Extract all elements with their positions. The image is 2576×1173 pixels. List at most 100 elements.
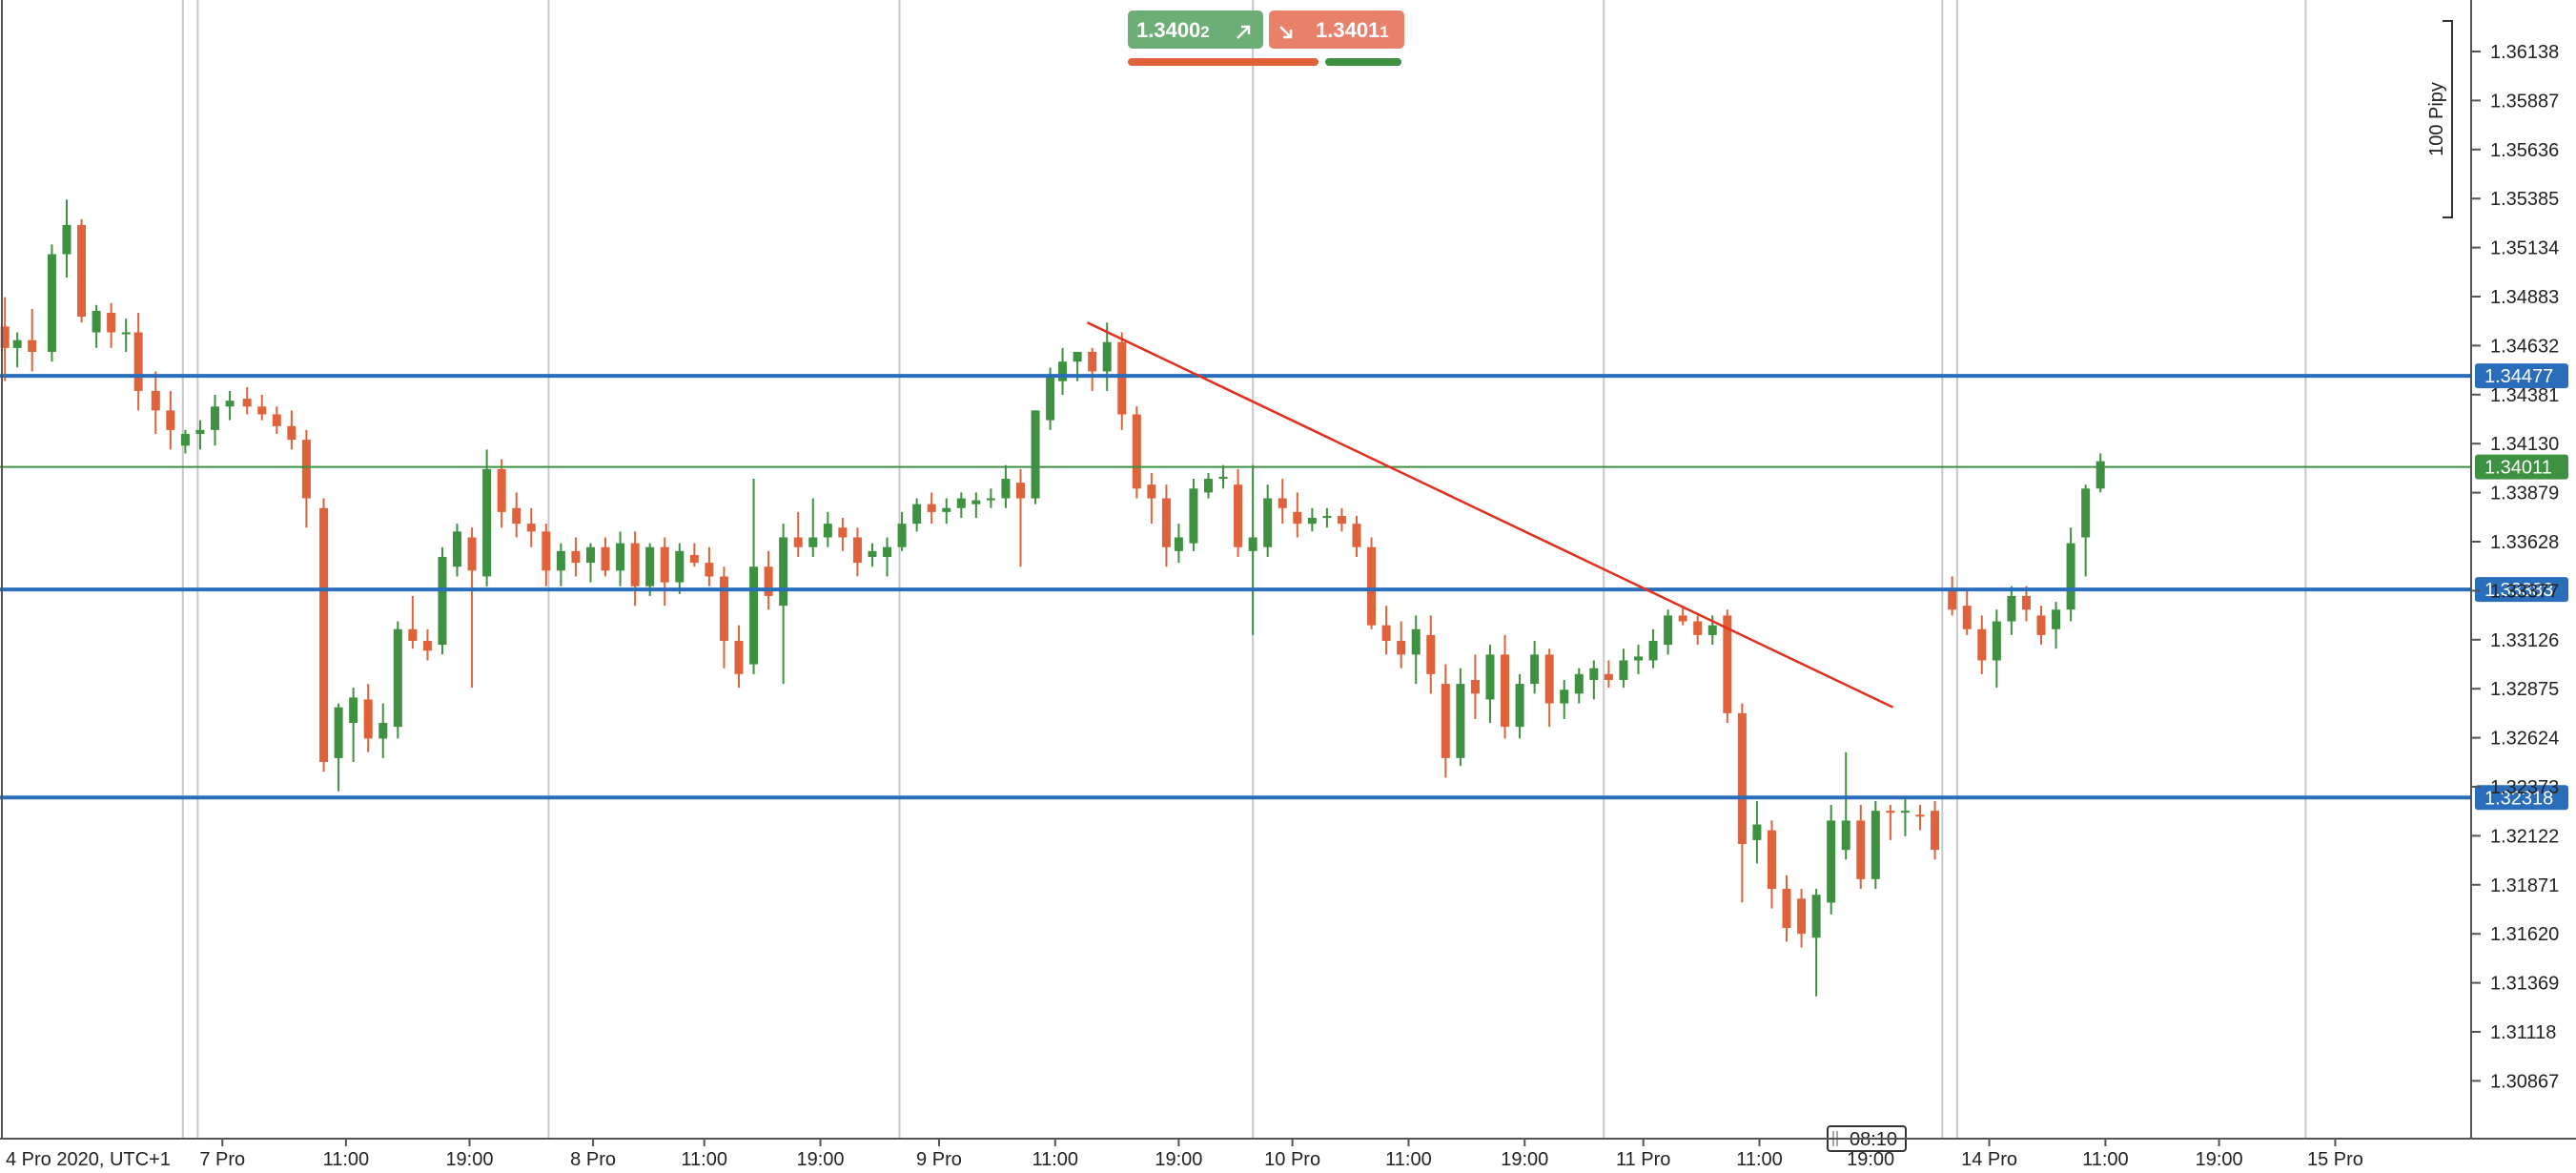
- candle-body: [47, 254, 56, 352]
- buy-sentiment-bar: [1325, 58, 1401, 66]
- candle-body: [1886, 811, 1895, 813]
- ask-button[interactable]: [1269, 10, 1404, 49]
- candle-body: [1117, 341, 1127, 415]
- candle-body: [542, 531, 551, 571]
- candle-body: [630, 543, 640, 586]
- pip-scale-bracket: [2443, 20, 2453, 218]
- candle-body: [1501, 654, 1510, 728]
- horizontal-levels[interactable]: 1.34477 1.33383 1.32318 1.34011: [0, 363, 2568, 811]
- price-tick-label: 1.34883: [2490, 287, 2559, 308]
- candle-body: [438, 556, 447, 646]
- ask-price: 1.34011: [1316, 18, 1389, 42]
- candle-body: [121, 332, 131, 335]
- price-tick-label: 1.35385: [2490, 189, 2559, 210]
- arrow-up-right-icon: [1237, 25, 1251, 39]
- candle-body: [1693, 621, 1703, 635]
- time-tick-label: 14 Pro: [1961, 1149, 2017, 1170]
- candle-body: [1589, 668, 1599, 680]
- price-tick-label: 1.33377: [2490, 581, 2559, 602]
- candle-body: [675, 550, 685, 583]
- candle-body: [1931, 811, 1940, 851]
- candle-body: [1707, 625, 1717, 635]
- candle-body: [1015, 483, 1025, 499]
- price-tick-label: 1.32875: [2490, 679, 2559, 700]
- candle-body: [852, 537, 862, 564]
- level-price-tag: [2475, 363, 2568, 389]
- price-axis[interactable]: 1.36138 1.35887 1.35636 1.35385 1.35134 1.348…: [2471, 42, 2559, 1092]
- candle-body: [1560, 689, 1569, 704]
- time-tick-label: 19:00: [1847, 1149, 1894, 1170]
- time-tick-label: 7 Pro: [199, 1149, 245, 1170]
- candle-body: [1574, 673, 1584, 694]
- candle-body: [512, 507, 521, 525]
- price-tick-label: 1.32373: [2490, 777, 2559, 798]
- candle-body: [1782, 889, 1791, 929]
- time-tick-label: 15 Pro: [2307, 1149, 2363, 1170]
- sell-sentiment-bar: [1128, 58, 1319, 66]
- time-axis[interactable]: 4 Pro 2020, UTC+1 7 Pro 11:00 19:00 8 Pro 11:…: [6, 1125, 2363, 1170]
- candle-body: [2021, 595, 2031, 610]
- candle-body: [1031, 410, 1040, 499]
- candle-body: [482, 468, 492, 577]
- candle-body: [1470, 679, 1480, 694]
- candle-body: [1530, 654, 1540, 685]
- level-price-label: 1.33383: [2484, 580, 2553, 601]
- candle-body: [793, 537, 803, 547]
- time-tick-label: 11:00: [1032, 1149, 1078, 1170]
- time-tick-label: 11:00: [681, 1149, 727, 1170]
- candle-body: [2096, 461, 2105, 489]
- candle-body: [1234, 484, 1243, 547]
- candle-body: [1278, 498, 1287, 508]
- quote-panel[interactable]: 1.34002 1.34011: [1128, 10, 1404, 66]
- candle-body: [77, 224, 87, 318]
- price-tick-label: 1.35134: [2490, 238, 2559, 259]
- candle-body: [1827, 820, 1836, 903]
- price-tick-label: 1.31118: [2490, 1022, 2556, 1043]
- price-tick-label: 1.31871: [2490, 875, 2559, 896]
- candle-body: [1441, 684, 1450, 758]
- price-tick-label: 1.35887: [2490, 91, 2559, 112]
- pip-scale: 100 Pipy: [2426, 20, 2453, 218]
- candle-body: [1619, 660, 1628, 680]
- candle-body: [334, 707, 343, 758]
- candle-body: [2081, 488, 2091, 538]
- candle-body: [1411, 628, 1421, 655]
- candle-body: [497, 468, 506, 512]
- candle-body: [838, 527, 848, 538]
- candle-body: [1900, 811, 1910, 813]
- candle-body: [408, 628, 418, 642]
- price-tick-label: 1.36138: [2490, 42, 2559, 63]
- candle-body: [1046, 375, 1055, 421]
- time-tick-label: 11 Pro: [1616, 1149, 1670, 1170]
- trendline-layer[interactable]: [1086, 321, 1894, 709]
- candle-body: [1088, 351, 1097, 372]
- candle-body: [1948, 589, 1957, 610]
- bid-price: 1.34002: [1136, 18, 1210, 42]
- price-tick-label: 1.35636: [2490, 140, 2559, 161]
- candle-body: [1001, 479, 1011, 499]
- time-tick-label: 19:00: [445, 1149, 493, 1170]
- bid-button[interactable]: [1128, 10, 1263, 49]
- candle-body: [1456, 684, 1465, 758]
- timezone-label: 4 Pro 2020, UTC+1: [6, 1149, 171, 1170]
- candle-body: [1664, 615, 1673, 646]
- price-tick-label: 1.30867: [2490, 1071, 2559, 1092]
- current-price-tag: [2475, 454, 2568, 480]
- candle-body: [195, 429, 205, 434]
- candle-body: [897, 524, 907, 547]
- candle-body: [180, 433, 190, 446]
- candle-body: [1648, 641, 1658, 661]
- candle-body: [349, 697, 358, 724]
- candle-body: [1073, 351, 1082, 362]
- candle-body: [956, 498, 966, 508]
- candle-body: [1678, 615, 1687, 622]
- candle-body: [705, 563, 714, 577]
- trendline[interactable]: [1086, 321, 1894, 709]
- candle-body: [242, 399, 252, 407]
- candle-body: [1397, 641, 1406, 655]
- candle-body: [1871, 811, 1880, 879]
- candle-body: [1426, 634, 1436, 674]
- candle-body: [1856, 820, 1866, 879]
- candle-body: [1767, 830, 1776, 890]
